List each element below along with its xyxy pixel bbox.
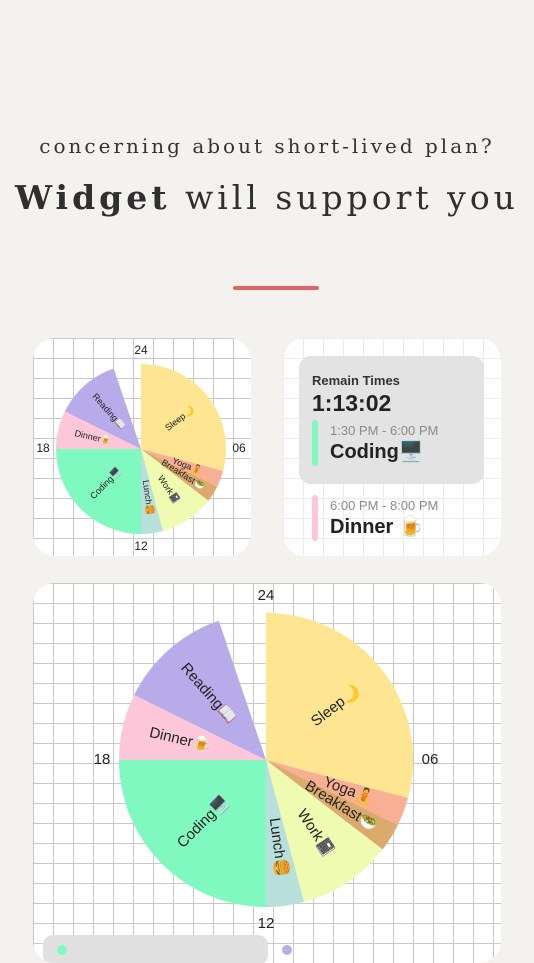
headline-bold: Widget: [15, 178, 171, 217]
pie-slice-dinner: [119, 694, 266, 760]
slice-label-lunch: Lunch🍔: [141, 479, 157, 516]
small-pie-widget[interactable]: Sleep🌙 Yoga🧘 Breakfast🥗 Work📓 Lunch🍔 Coding🖥️…: [33, 338, 251, 556]
next-event-time: 6:00 PM - 8:00 PM: [330, 498, 439, 513]
headline: Widget will support you: [0, 178, 534, 217]
hour-label-bottom: 12: [258, 915, 275, 932]
pie-slice-dinner: [56, 411, 141, 449]
pie-slice-reading: [134, 620, 266, 760]
divider: [233, 286, 319, 290]
hour-label-top: 24: [258, 587, 275, 604]
current-event-time: 1:30 PM - 6:00 PM: [330, 423, 439, 438]
headline-rest: will support you: [170, 178, 519, 217]
legend-dot: [282, 945, 292, 955]
small-pie-chart: Sleep🌙Yoga🧘Breakfast🥗Work📓Lunch🍔Coding🖥️…: [36, 343, 246, 553]
remain-title: Remain Times: [312, 373, 400, 388]
pie-slice-lunch: [266, 760, 305, 907]
pie-slice-lunch: [141, 449, 163, 534]
pie-slice-work: [266, 760, 383, 902]
hour-label-top: 24: [134, 343, 148, 357]
next-event-name: Dinner 🍺: [330, 516, 424, 538]
hour-label-left: 18: [36, 441, 50, 455]
pie-slice-breakfast: [141, 449, 218, 501]
pie-slice-reading: [64, 368, 141, 449]
legend-row: [43, 935, 493, 963]
pie-slice-work: [141, 449, 209, 532]
hour-label-bottom: 12: [134, 539, 148, 553]
large-pie-widget[interactable]: Sleep🌙 Yoga🧘 Breakfast🥗 Work📓 Lunch🍔 Coding🖥️…: [33, 583, 501, 963]
subtitle: concerning about short-lived plan?: [39, 134, 495, 158]
legend-item: [268, 935, 493, 963]
pie-slice-yoga: [141, 449, 224, 487]
legend-item: [43, 935, 268, 963]
current-event-bar: [312, 420, 318, 466]
remain-value: 1:13:02: [312, 390, 392, 416]
pie-slice-sleep: [141, 364, 226, 471]
current-event-name: Coding🖥️: [330, 441, 424, 463]
legend-dot: [57, 945, 67, 955]
hour-label-right: 06: [422, 751, 439, 768]
pie-slice-sleep: [266, 613, 413, 799]
next-event-bar: [312, 495, 318, 541]
pie-slice-yoga: [266, 760, 408, 826]
large-pie-chart: Sleep🌙Yoga🧘Breakfast🥗Work📓Lunch🍔Coding🖥️…: [94, 587, 439, 932]
pie-slice-breakfast: [266, 760, 398, 850]
hour-label-right: 06: [232, 441, 246, 455]
remain-times-widget[interactable]: Remain Times 1:13:02 1:30 PM - 6:00 PM C…: [283, 338, 501, 556]
pie-slice-coding: [119, 760, 266, 907]
pie-slice-coding: [56, 449, 141, 534]
current-event-box: [299, 356, 484, 484]
hour-label-left: 18: [94, 751, 111, 768]
